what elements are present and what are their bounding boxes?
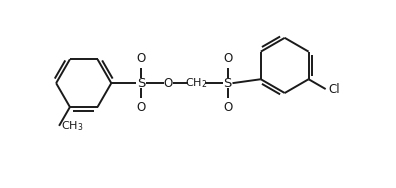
Text: S: S bbox=[137, 77, 145, 90]
Text: O: O bbox=[136, 52, 145, 65]
Text: S: S bbox=[223, 77, 232, 90]
Text: O: O bbox=[223, 101, 232, 114]
Text: O: O bbox=[136, 101, 145, 114]
Text: O: O bbox=[223, 52, 232, 65]
Text: CH$_2$: CH$_2$ bbox=[185, 76, 207, 90]
Text: Cl: Cl bbox=[329, 83, 340, 96]
Text: CH$_3$: CH$_3$ bbox=[61, 119, 84, 133]
Text: O: O bbox=[164, 77, 173, 90]
